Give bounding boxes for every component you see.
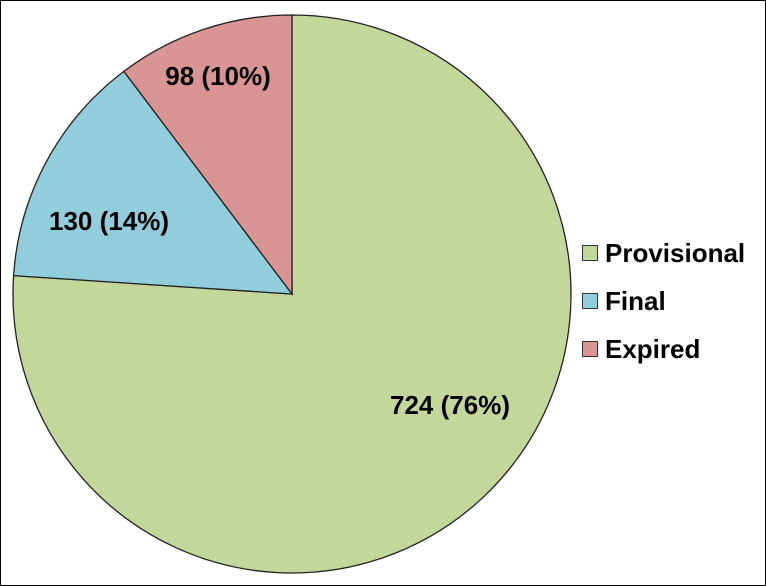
slice-label-final: 130 (14%) [49, 206, 169, 236]
slice-label-provisional: 724 (76%) [390, 390, 510, 420]
legend: Provisional Final Expired [582, 229, 745, 373]
pie-slice-expired [122, 14, 293, 296]
legend-item-expired: Expired [582, 325, 745, 373]
slice-label-expired: 98 (10%) [165, 61, 271, 91]
legend-label-expired: Expired [605, 333, 701, 364]
pie-slice-final [12, 70, 294, 295]
legend-item-provisional: Provisional [582, 229, 745, 277]
legend-swatch-final [582, 293, 598, 309]
legend-label-provisional: Provisional [605, 237, 746, 268]
legend-item-final: Final [582, 277, 745, 325]
legend-label-final: Final [605, 285, 666, 316]
legend-swatch-expired [582, 341, 598, 357]
pie-slice-provisional [12, 14, 572, 574]
legend-swatch-provisional [582, 245, 598, 261]
